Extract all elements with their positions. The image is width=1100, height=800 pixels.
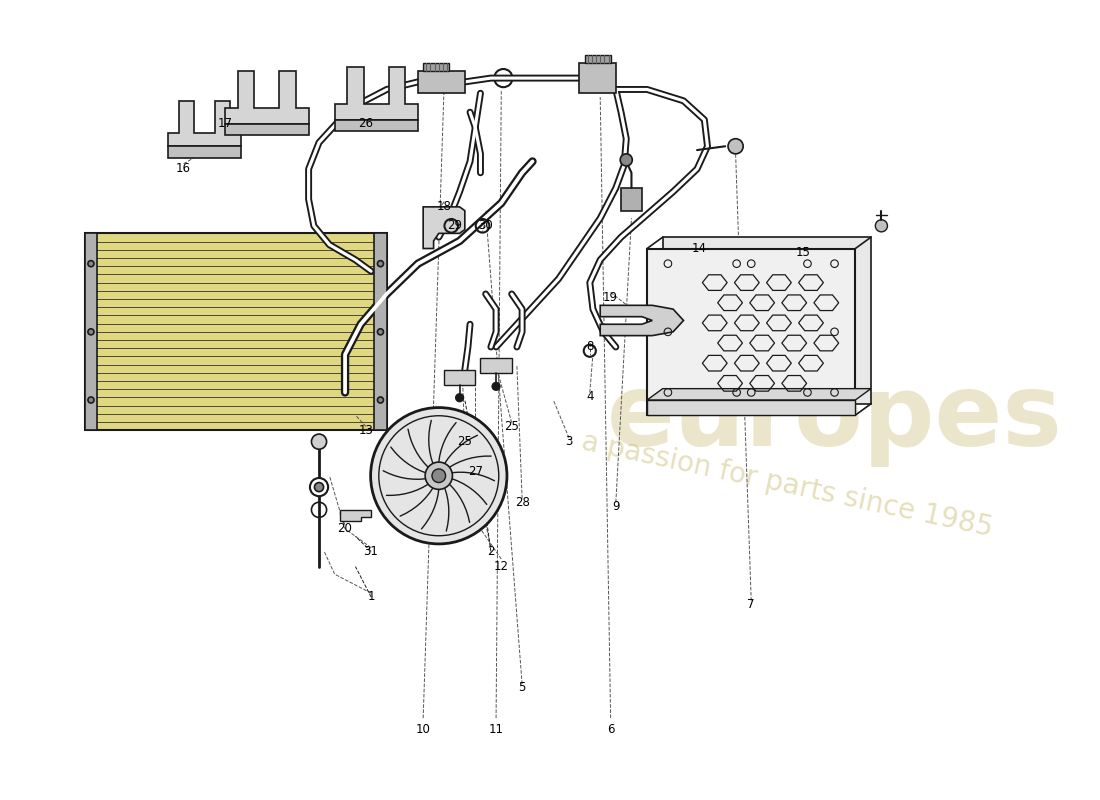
- Polygon shape: [95, 307, 376, 315]
- Text: 16: 16: [176, 162, 191, 175]
- Polygon shape: [95, 390, 376, 398]
- Polygon shape: [481, 358, 512, 374]
- Circle shape: [876, 220, 888, 232]
- Text: 11: 11: [488, 723, 504, 736]
- Circle shape: [310, 478, 328, 496]
- Polygon shape: [95, 348, 376, 357]
- Circle shape: [88, 261, 94, 266]
- Polygon shape: [95, 282, 376, 291]
- Text: 3: 3: [565, 435, 573, 448]
- Polygon shape: [340, 510, 371, 521]
- Polygon shape: [95, 398, 376, 406]
- Text: 4: 4: [586, 390, 594, 402]
- Polygon shape: [601, 306, 683, 336]
- Polygon shape: [584, 55, 610, 63]
- Polygon shape: [95, 365, 376, 373]
- Polygon shape: [95, 234, 376, 242]
- Text: 7: 7: [748, 598, 755, 611]
- Polygon shape: [647, 249, 856, 415]
- Polygon shape: [374, 234, 387, 430]
- Circle shape: [377, 261, 384, 266]
- Text: 14: 14: [692, 242, 706, 255]
- Polygon shape: [95, 299, 376, 307]
- Text: 10: 10: [416, 723, 430, 736]
- Polygon shape: [95, 414, 376, 422]
- Polygon shape: [95, 250, 376, 258]
- Circle shape: [315, 482, 323, 492]
- Polygon shape: [95, 315, 376, 324]
- Circle shape: [88, 329, 94, 335]
- Polygon shape: [647, 389, 871, 400]
- Text: 27: 27: [468, 466, 483, 478]
- Polygon shape: [444, 370, 475, 385]
- Text: 8: 8: [586, 341, 594, 354]
- Circle shape: [371, 407, 507, 544]
- Text: 18: 18: [437, 200, 451, 214]
- Text: 20: 20: [338, 522, 352, 535]
- Text: 28: 28: [515, 496, 529, 509]
- Polygon shape: [95, 381, 376, 390]
- Circle shape: [377, 329, 384, 335]
- Polygon shape: [424, 207, 465, 249]
- Text: 9: 9: [612, 499, 619, 513]
- Polygon shape: [95, 266, 376, 274]
- Text: 25: 25: [458, 435, 472, 448]
- Polygon shape: [334, 66, 418, 120]
- Polygon shape: [85, 234, 97, 430]
- Text: 17: 17: [218, 117, 233, 130]
- Circle shape: [620, 154, 632, 166]
- Polygon shape: [95, 242, 376, 250]
- Text: 5: 5: [518, 682, 526, 694]
- Polygon shape: [226, 123, 309, 135]
- Circle shape: [311, 434, 327, 450]
- Text: 31: 31: [364, 545, 378, 558]
- Polygon shape: [95, 258, 376, 266]
- Circle shape: [728, 138, 744, 154]
- Polygon shape: [95, 332, 376, 340]
- Polygon shape: [95, 406, 376, 414]
- Polygon shape: [226, 70, 309, 123]
- Polygon shape: [95, 274, 376, 282]
- Text: 2: 2: [487, 545, 495, 558]
- Text: 12: 12: [494, 560, 509, 573]
- Polygon shape: [580, 63, 616, 94]
- Polygon shape: [95, 291, 376, 299]
- Circle shape: [493, 382, 499, 390]
- Polygon shape: [662, 237, 871, 404]
- Circle shape: [377, 397, 384, 403]
- Text: 29: 29: [447, 219, 462, 232]
- Polygon shape: [168, 146, 241, 158]
- Text: 25: 25: [504, 420, 519, 433]
- Polygon shape: [95, 324, 376, 332]
- Polygon shape: [334, 120, 418, 131]
- Text: 1: 1: [367, 590, 375, 603]
- Text: a passion for parts since 1985: a passion for parts since 1985: [579, 428, 996, 542]
- Polygon shape: [168, 101, 241, 146]
- Text: 15: 15: [796, 246, 811, 259]
- Polygon shape: [418, 70, 465, 94]
- Circle shape: [432, 469, 446, 482]
- Text: europes: europes: [606, 370, 1063, 467]
- Polygon shape: [95, 373, 376, 381]
- Polygon shape: [647, 400, 856, 415]
- Text: 26: 26: [359, 117, 373, 130]
- Polygon shape: [95, 422, 376, 430]
- Polygon shape: [424, 63, 449, 70]
- Text: 19: 19: [603, 291, 618, 304]
- Polygon shape: [621, 188, 642, 210]
- Circle shape: [426, 462, 452, 490]
- Circle shape: [88, 397, 94, 403]
- Text: 13: 13: [359, 424, 373, 437]
- Polygon shape: [95, 357, 376, 365]
- Circle shape: [455, 394, 463, 402]
- Polygon shape: [95, 340, 376, 348]
- Text: 30: 30: [478, 219, 493, 232]
- Text: 6: 6: [607, 723, 615, 736]
